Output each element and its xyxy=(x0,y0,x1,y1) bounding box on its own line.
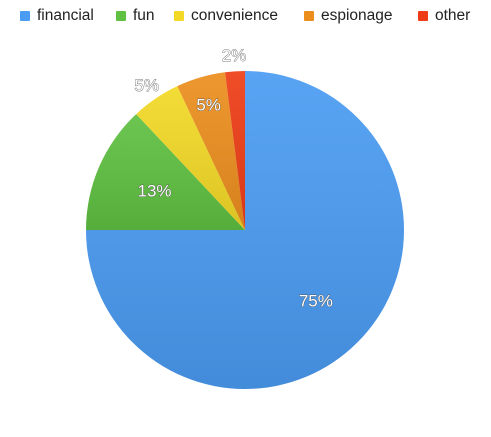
legend-item-espionage: espionage xyxy=(304,6,393,26)
legend-item-convenience: convenience xyxy=(174,6,278,26)
legend-swatch-financial xyxy=(20,11,30,21)
legend-item-other: other xyxy=(418,6,470,26)
slice-label-espionage: 5% xyxy=(196,95,221,114)
legend-label-fun: fun xyxy=(133,7,155,24)
legend-label-convenience: convenience xyxy=(191,7,279,24)
legend-swatch-espionage xyxy=(304,11,314,21)
pie-slice-shade-other xyxy=(225,71,245,230)
legend-item-fun: fun xyxy=(116,6,155,26)
legend-label-espionage: espionage xyxy=(321,7,393,24)
legend-item-financial: financial xyxy=(20,6,94,26)
pie-slice-shade-fun xyxy=(86,114,245,230)
pie-slice-shade-convenience xyxy=(136,86,245,230)
slice-label-fun: 13% xyxy=(138,181,172,200)
slice-label-financial: 75% xyxy=(299,291,333,310)
legend-swatch-fun xyxy=(116,11,126,21)
legend-swatch-other xyxy=(418,11,428,21)
pie-slice-shade-espionage xyxy=(177,72,245,231)
chart-legend: financial fun convenience espionage other xyxy=(0,0,491,32)
legend-label-other: other xyxy=(435,7,471,24)
legend-swatch-convenience xyxy=(174,11,184,21)
slice-label-convenience: 5% xyxy=(134,76,159,95)
legend-label-financial: financial xyxy=(37,7,94,24)
slice-label-other: 2% xyxy=(222,46,247,65)
